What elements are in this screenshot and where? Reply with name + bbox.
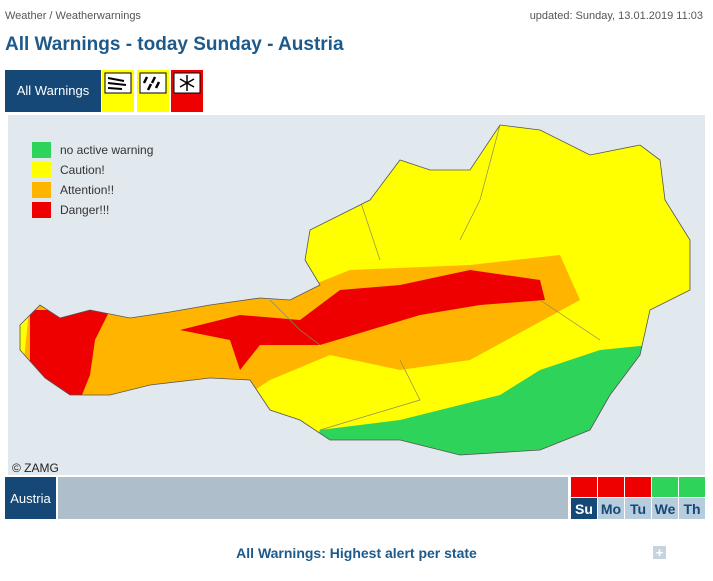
- legend-label: Caution!: [60, 163, 105, 177]
- expand-button[interactable]: +: [653, 546, 666, 559]
- day-color: [598, 477, 624, 497]
- day-color: [571, 477, 597, 497]
- copyright: © ZAMG: [12, 461, 59, 475]
- day-cell[interactable]: Su: [571, 477, 597, 519]
- day-label: Tu: [625, 498, 651, 519]
- page-title: All Warnings - today Sunday - Austria: [5, 34, 344, 55]
- legend-swatch: [32, 182, 51, 198]
- legend-swatch: [32, 162, 51, 178]
- legend-item: Danger!!!: [32, 200, 153, 220]
- day-cell[interactable]: We: [652, 477, 678, 519]
- tab-all-warnings[interactable]: All Warnings: [5, 70, 101, 112]
- day-label: Th: [679, 498, 705, 519]
- rain-icon[interactable]: [137, 70, 169, 112]
- day-cell[interactable]: Th: [679, 477, 705, 519]
- day-label: Mo: [598, 498, 624, 519]
- day-label: We: [652, 498, 678, 519]
- day-cell[interactable]: Mo: [598, 477, 624, 519]
- legend-item: Attention!!: [32, 180, 153, 200]
- legend-swatch: [32, 142, 51, 158]
- legend: no active warning Caution! Attention!! Dang…: [32, 140, 153, 220]
- state-tab[interactable]: Austria: [5, 477, 56, 519]
- legend-item: Caution!: [32, 160, 153, 180]
- day-color: [679, 477, 705, 497]
- day-cell[interactable]: Tu: [625, 477, 651, 519]
- snow-icon[interactable]: [171, 70, 203, 112]
- state-bar: [58, 477, 568, 519]
- legend-label: Danger!!!: [60, 203, 110, 217]
- day-color: [652, 477, 678, 497]
- updated: updated: Sunday, 13.01.2019 11:03: [529, 10, 703, 22]
- wind-icon[interactable]: [102, 70, 134, 112]
- day-label: Su: [571, 498, 597, 519]
- legend-item: no active warning: [32, 140, 153, 160]
- legend-swatch: [32, 202, 51, 218]
- footer-heading[interactable]: All Warnings: Highest alert per state: [236, 545, 477, 561]
- day-color: [625, 477, 651, 497]
- map: [8, 115, 705, 475]
- legend-label: no active warning: [60, 143, 154, 157]
- legend-label: Attention!!: [60, 183, 115, 197]
- breadcrumb[interactable]: Weather / Weatherwarnings: [5, 10, 141, 22]
